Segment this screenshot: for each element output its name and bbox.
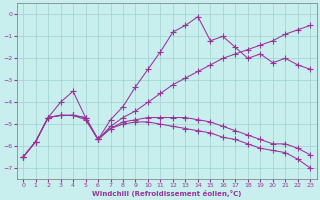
X-axis label: Windchill (Refroidissement éolien,°C): Windchill (Refroidissement éolien,°C) xyxy=(92,190,241,197)
